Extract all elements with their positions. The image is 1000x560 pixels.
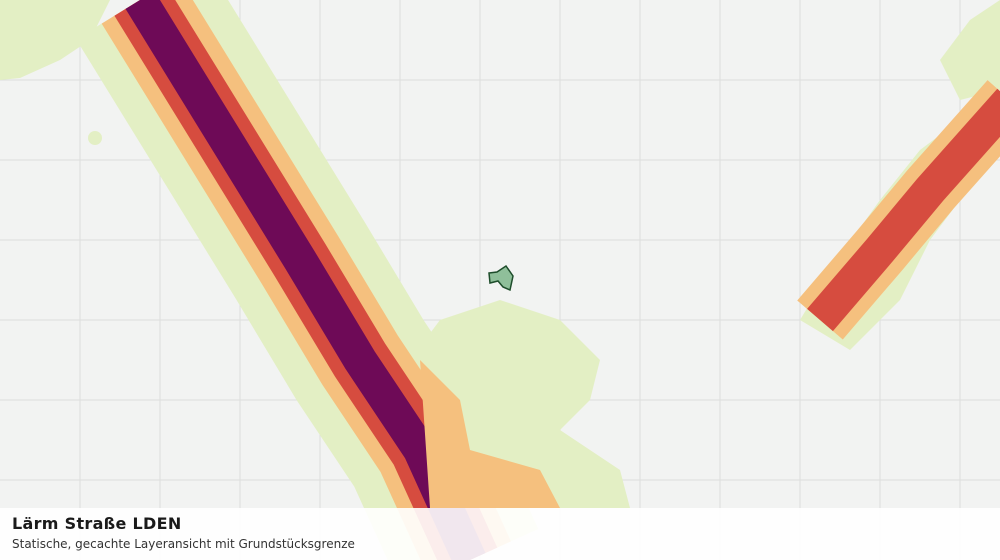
layer-subtitle: Statische, gecachte Layeransicht mit Gru… (12, 537, 355, 551)
info-panel: Lärm Straße LDEN Statische, gecachte Lay… (0, 508, 1000, 560)
noise-bands-road-1 (76, 0, 539, 560)
layer-title: Lärm Straße LDEN (12, 514, 182, 533)
parcel-boundary (488, 264, 514, 292)
noise-bands-road-2 (797, 80, 1000, 340)
noise-mid (420, 360, 560, 508)
